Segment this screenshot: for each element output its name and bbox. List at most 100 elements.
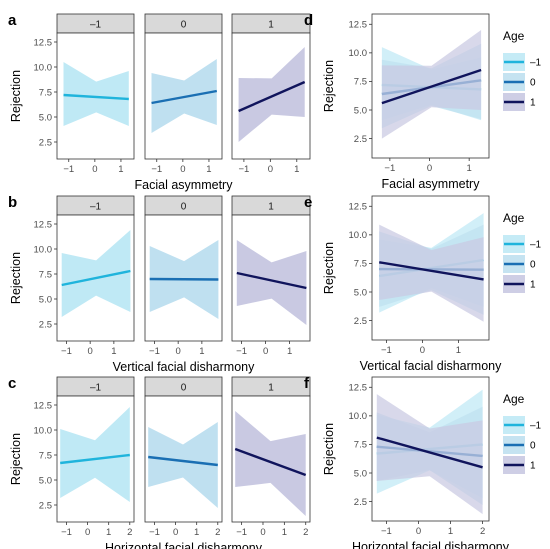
y-tick-label: 7.5: [39, 450, 52, 461]
y-tick-label: 5.0: [39, 112, 52, 123]
x-tick-label: 0: [176, 346, 181, 357]
legend-label-zero: 0: [530, 78, 536, 89]
panel-letter: c: [8, 375, 16, 392]
x-tick-label: 1: [282, 527, 287, 538]
facet-strip-label: 0: [181, 20, 187, 31]
y-axis-title: Rejection: [322, 423, 336, 475]
x-tick-label: 1: [118, 164, 123, 175]
plot-border: [371, 13, 490, 159]
y-tick-label: 5.0: [354, 105, 367, 116]
panel-letter: a: [8, 12, 17, 29]
y-tick-label: 12.5: [349, 20, 368, 31]
facet-minus1: –1 2.5 5.0 7.5 10.0 12.5 −1 0 1: [34, 13, 135, 175]
y-tick-label: 12.5: [349, 383, 368, 394]
x-tick-label: 1: [448, 526, 453, 537]
plot-border: [371, 195, 490, 341]
x-tick-label: −1: [151, 164, 162, 175]
x-tick-label: −1: [236, 346, 247, 357]
x-tick-label: 1: [467, 163, 472, 174]
x-tick-label: 1: [194, 527, 199, 538]
ci-ribbon-minus1: [61, 230, 131, 317]
x-tick-label: −1: [61, 346, 72, 357]
combined-panel-d: d 2.5 5.0 7.5 10.0 12.5 −1 0 1 Facial asymmetry Re…: [304, 12, 542, 191]
plot-border: [371, 376, 490, 522]
plot-border: [231, 395, 311, 523]
facet-minus1: –1 2.5 5.0 7.5 10.0 12.5 −1 0 1: [34, 195, 135, 357]
x-tick-label: −1: [238, 164, 249, 175]
x-tick-label: 2: [480, 526, 485, 537]
y-tick-label: 10.0: [349, 411, 368, 422]
plot-border: [144, 214, 223, 342]
x-tick-label: 1: [206, 164, 211, 175]
facet-zero: 0 −1 0 1 2: [144, 376, 223, 538]
x-tick-label: 0: [427, 163, 432, 174]
x-tick-label: −1: [63, 164, 74, 175]
facet-strip-label: 0: [181, 383, 187, 394]
y-tick-label: 7.5: [39, 87, 52, 98]
legend-title: Age: [503, 392, 525, 406]
panel-letter: d: [304, 12, 313, 29]
y-tick-label: 5.0: [354, 468, 367, 479]
x-tick-label: −1: [149, 346, 160, 357]
legend-title: Age: [503, 29, 525, 43]
plot-border: [231, 32, 311, 160]
x-tick-label: 0: [260, 527, 265, 538]
y-tick-label: 12.5: [34, 219, 53, 230]
y-tick-label: 5.0: [39, 475, 52, 486]
legend: Age –1 0 1: [503, 392, 542, 474]
trend-line-zero: [148, 455, 218, 467]
trend-line-plus1: [376, 436, 483, 469]
y-axis-title: Rejection: [322, 60, 336, 112]
x-tick-label: 0: [420, 345, 425, 356]
ci-ribbon-plus1: [238, 47, 305, 142]
facet-strip-label: 1: [268, 202, 274, 213]
ci-ribbon-zero: [148, 422, 218, 508]
y-tick-label: 2.5: [39, 319, 52, 330]
x-tick-label: 1: [294, 164, 299, 175]
facet-plus1: 1 −1 0 1 2: [231, 376, 311, 538]
trend-line-zero: [149, 277, 219, 281]
plot-border: [144, 395, 223, 523]
trend-line-minus1: [60, 453, 130, 465]
ci-ribbon-minus1: [63, 62, 129, 126]
x-tick-label: 1: [456, 345, 461, 356]
y-tick-label: 2.5: [354, 134, 367, 145]
trend-line-plus1: [234, 447, 307, 477]
y-tick-label: 7.5: [354, 440, 367, 451]
x-axis-title: Horizontal facial disharmony: [352, 540, 510, 549]
x-tick-label: −1: [236, 527, 247, 538]
y-tick-label: 10.0: [34, 244, 53, 255]
x-tick-label: 0: [85, 527, 90, 538]
y-tick-label: 7.5: [354, 259, 367, 270]
x-tick-label: 0: [263, 346, 268, 357]
facet-zero: 0 −1 0 1: [144, 195, 223, 357]
trend-line-plus1: [238, 80, 306, 113]
y-tick-label: 12.5: [349, 202, 368, 213]
x-tick-label: −1: [381, 345, 392, 356]
y-tick-label: 12.5: [34, 37, 53, 48]
y-axis-title: Rejection: [9, 433, 23, 485]
x-tick-label: 2: [303, 527, 308, 538]
legend-title: Age: [503, 211, 525, 225]
legend-label-plus1: 1: [530, 461, 536, 472]
panel-letter: b: [8, 194, 17, 211]
x-tick-label: −1: [384, 163, 395, 174]
plot-border: [56, 32, 135, 160]
x-tick-label: −1: [381, 526, 392, 537]
y-tick-label: 2.5: [354, 497, 367, 508]
x-tick-label: 0: [268, 164, 273, 175]
x-axis-title: Vertical facial disharmony: [360, 359, 502, 373]
x-axis-title: Facial asymmetry: [135, 178, 234, 192]
x-tick-label: 1: [287, 346, 292, 357]
legend-label-minus1: –1: [530, 240, 542, 251]
legend: Age –1 0 1: [503, 29, 542, 111]
x-tick-label: 1: [111, 346, 116, 357]
y-tick-label: 2.5: [39, 137, 52, 148]
plot-border: [56, 214, 135, 342]
trend-line-plus1: [236, 271, 307, 290]
faceted-panel-a: a –1 2.5 5.0 7.5 10.0 12.5 −1 0 1 0 −1 0 1 1 −1 0 1 Facial…: [8, 12, 311, 192]
panel-letter: f: [304, 375, 310, 392]
facet-minus1: –1 2.5 5.0 7.5 10.0 12.5 −1 0 1 2: [34, 376, 135, 538]
ci-ribbon-plus1: [381, 30, 482, 139]
panel-letter: e: [304, 194, 312, 211]
